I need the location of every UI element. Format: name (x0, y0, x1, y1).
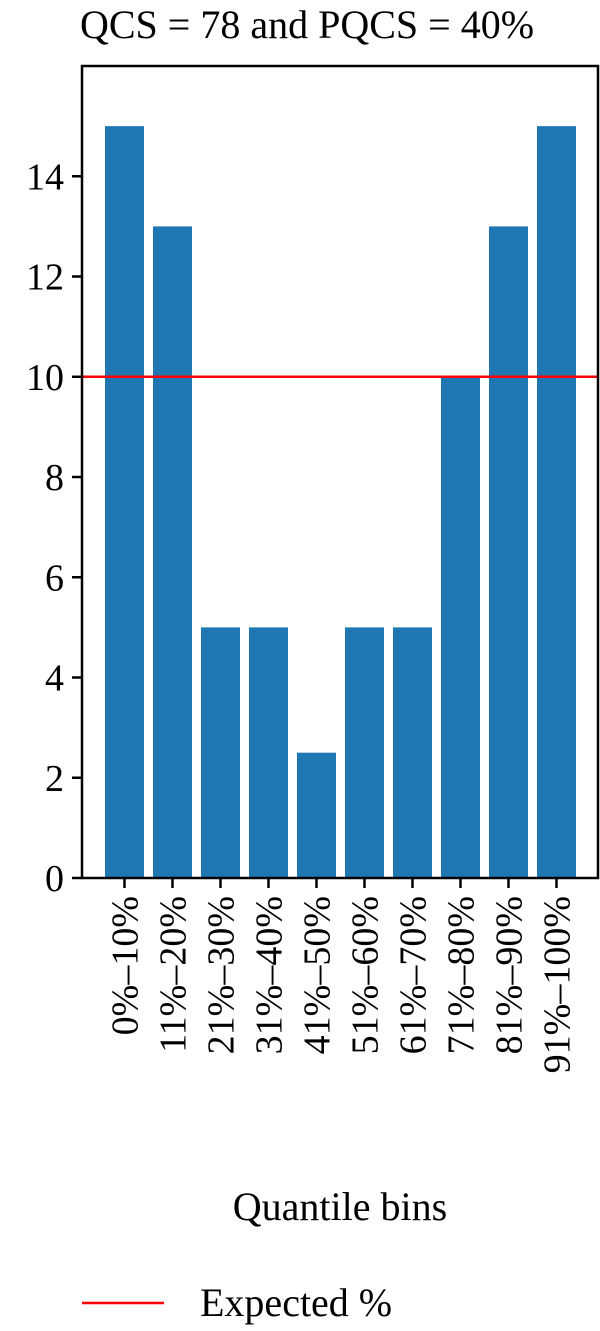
y-tick-label-6: 12 (26, 257, 64, 299)
bar-8 (489, 226, 528, 878)
x-axis-label: Quantile bins (233, 1184, 447, 1229)
x-tick-label-9: 91%–100% (537, 896, 579, 1073)
bar-4 (297, 752, 336, 878)
x-tick-label-5: 51%–60% (345, 896, 387, 1054)
x-tick-label-2: 21%–30% (201, 896, 243, 1054)
legend-label-expected: Expected % (200, 1280, 392, 1325)
y-tick-label-3: 6 (45, 557, 64, 599)
bars-layer (105, 126, 576, 879)
legend: Expected % (82, 1280, 392, 1325)
y-tick-label-7: 14 (26, 156, 64, 198)
bar-1 (153, 226, 192, 878)
x-tick-label-3: 31%–40% (249, 896, 291, 1054)
x-tick-label-1: 11%–20% (153, 896, 195, 1053)
y-tick-label-1: 2 (45, 758, 64, 800)
bar-6 (393, 627, 432, 878)
x-tick-label-0: 0%–10% (105, 896, 147, 1035)
x-tick-label-4: 41%–50% (297, 896, 339, 1054)
bar-7 (441, 376, 480, 878)
x-tick-label-7: 71%–80% (441, 896, 483, 1054)
bar-2 (201, 627, 240, 878)
bar-0 (105, 126, 144, 879)
y-tick-label-5: 10 (26, 357, 64, 399)
x-axis: 0%–10% 11%–20% 21%–30% 31%–40% 41%–50% 51%–60… (105, 878, 579, 1073)
y-tick-label-4: 8 (45, 457, 64, 499)
y-tick-label-0: 0 (45, 858, 64, 900)
plot-frame (80, 64, 600, 880)
bar-3 (249, 627, 288, 878)
y-tick-label-2: 4 (45, 658, 64, 700)
y-axis: 0 2 4 6 8 10 12 14 (26, 156, 82, 900)
bar-5 (345, 627, 384, 878)
x-tick-label-6: 61%–70% (393, 896, 435, 1054)
bar-9 (537, 126, 576, 879)
x-tick-label-8: 81%–90% (489, 896, 531, 1054)
chart-title: QCS = 78 and PQCS = 40% (80, 2, 534, 47)
